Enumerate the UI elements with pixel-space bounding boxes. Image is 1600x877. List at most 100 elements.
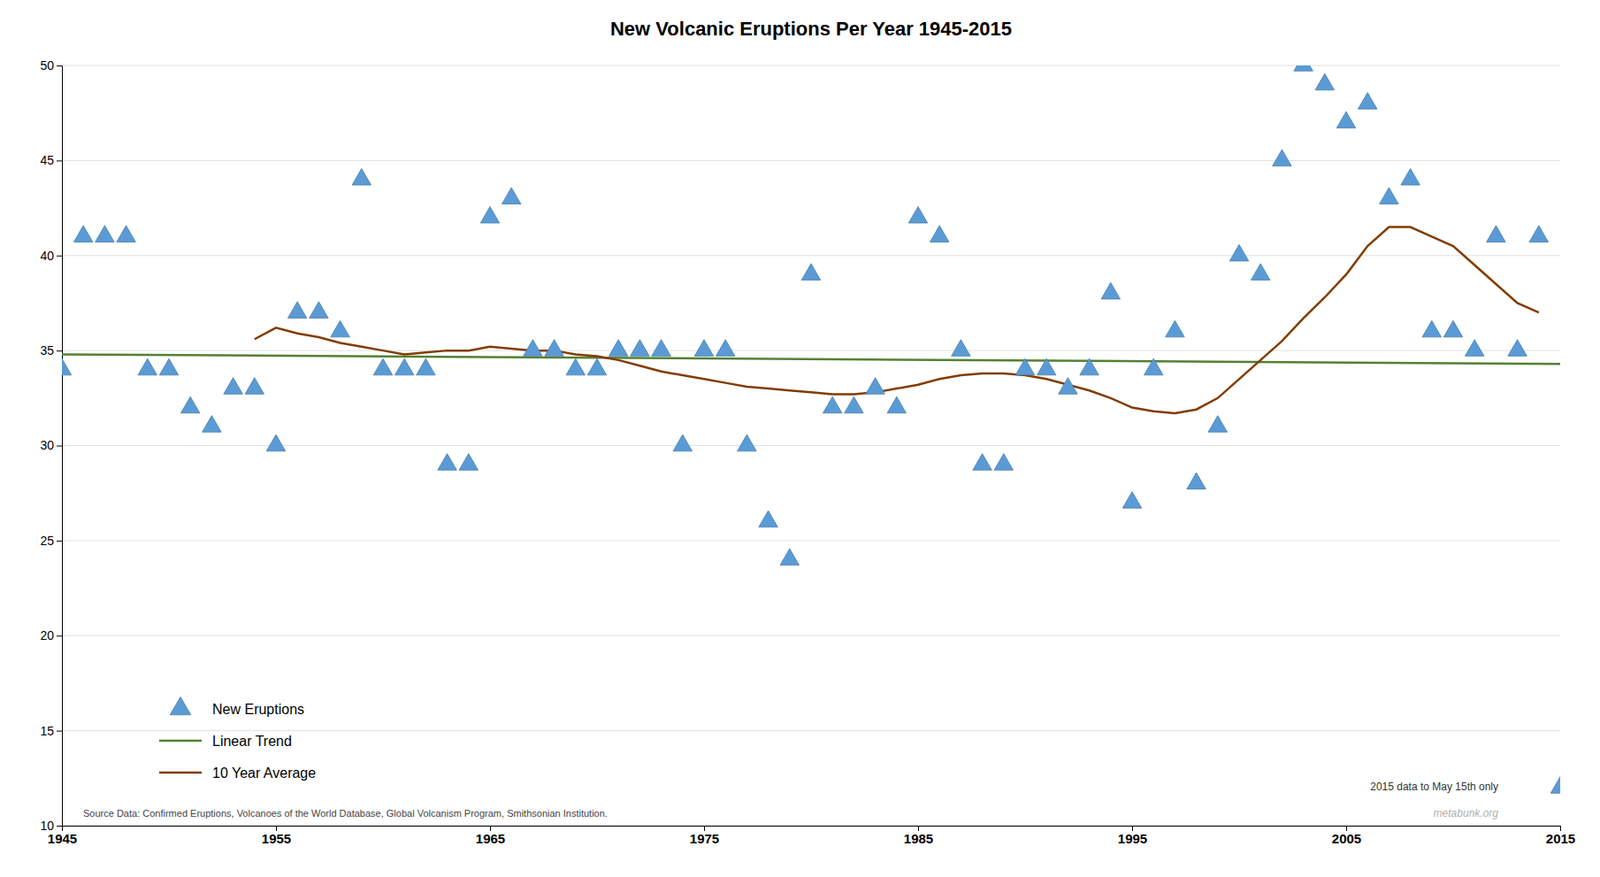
tick-label: 1985 — [903, 830, 934, 846]
tick-label: 35 — [39, 343, 54, 358]
point — [437, 453, 457, 471]
tick: 1975 — [689, 825, 720, 846]
point — [1015, 358, 1034, 376]
annotation: metabunk.org — [1433, 806, 1500, 820]
point — [844, 396, 864, 414]
point — [972, 453, 992, 471]
legend: New Eruptions Linear Trend 10 Year Average — [159, 696, 316, 780]
point — [908, 206, 927, 223]
tick-mark — [56, 635, 62, 636]
point — [544, 339, 564, 357]
point — [501, 187, 521, 205]
point — [1508, 339, 1527, 357]
point — [116, 225, 136, 243]
point — [1036, 358, 1056, 376]
y-axis: 10 15 20 25 30 35 40 45 50 — [39, 58, 62, 833]
tick-label: 1965 — [475, 830, 506, 846]
tick: 25 — [39, 533, 62, 548]
x-axis: 19451955196519751985199520052015 — [47, 825, 1576, 846]
point — [61, 358, 72, 376]
tick-label: 15 — [39, 723, 54, 738]
point — [223, 377, 243, 395]
point — [630, 339, 650, 357]
grid-line — [61, 539, 1561, 541]
grid-line — [61, 254, 1561, 256]
grid-line — [61, 350, 1561, 352]
tick-label: 40 — [39, 248, 54, 263]
tick-mark — [56, 730, 62, 732]
series-points — [61, 65, 1561, 793]
axis-line — [56, 66, 63, 827]
tick-mark — [56, 160, 62, 161]
tick: 50 — [39, 58, 62, 73]
point — [266, 434, 285, 452]
point — [1143, 358, 1163, 376]
tick-label: 25 — [39, 533, 54, 548]
annotation: Source Data: Confirmed Eruptions, Volcan… — [83, 807, 608, 819]
point — [1229, 244, 1248, 261]
point — [95, 225, 115, 243]
tick: 35 — [39, 343, 62, 358]
point — [1315, 73, 1334, 91]
legend-item: 10 Year Average — [159, 765, 316, 781]
point — [180, 396, 200, 414]
point — [352, 168, 371, 185]
point — [758, 510, 778, 528]
tick: 1965 — [475, 825, 506, 846]
point — [202, 415, 222, 433]
grid — [61, 65, 1561, 826]
tick-label: 20 — [39, 627, 54, 643]
legend-symbol — [169, 696, 192, 714]
point — [1464, 339, 1484, 357]
tick-label: 10 — [39, 818, 54, 833]
point — [929, 225, 949, 243]
legend-symbol — [159, 739, 202, 743]
point — [780, 548, 799, 566]
grid-line — [61, 160, 1561, 161]
tick: 1955 — [261, 825, 291, 846]
tick: 1985 — [903, 825, 934, 846]
legend-item: New Eruptions — [169, 696, 305, 716]
point — [737, 434, 757, 452]
title: New Volcanic Eruptions Per Year 1945-201… — [610, 17, 1012, 40]
point — [694, 339, 713, 357]
tick-label: 45 — [39, 153, 54, 168]
point — [1186, 472, 1206, 490]
tick-mark — [56, 825, 62, 827]
tick: 45 — [39, 153, 62, 168]
point — [1486, 225, 1506, 243]
point — [1443, 320, 1463, 337]
legend-label: Linear Trend — [212, 733, 292, 749]
grid-line — [61, 444, 1561, 446]
point — [1529, 225, 1548, 243]
point — [994, 453, 1013, 471]
point — [801, 263, 820, 281]
point — [137, 358, 157, 376]
chart: New Volcanic Eruptions Per Year 1945-201… — [0, 0, 1600, 877]
tick-label: 2015 — [1546, 830, 1576, 846]
tick-label: 1975 — [689, 830, 720, 846]
point — [822, 396, 842, 414]
point — [373, 358, 392, 376]
point — [309, 301, 329, 319]
tick-label: 50 — [39, 58, 54, 73]
point — [1336, 111, 1356, 129]
tick: 20 — [39, 627, 62, 643]
tick-label: 30 — [39, 437, 54, 452]
tick-mark — [56, 255, 62, 257]
point — [1250, 263, 1270, 281]
point — [1208, 415, 1227, 433]
tick: 15 — [39, 723, 62, 738]
point — [287, 301, 307, 319]
point — [330, 320, 350, 337]
legend-symbol — [159, 771, 202, 774]
tick: 10 — [39, 818, 62, 833]
point — [1550, 776, 1561, 794]
point — [651, 339, 671, 357]
point — [523, 339, 543, 357]
tick-mark — [56, 350, 62, 352]
point — [459, 453, 478, 471]
tick-mark — [56, 65, 62, 67]
point — [394, 358, 414, 376]
series-line — [254, 227, 1539, 414]
